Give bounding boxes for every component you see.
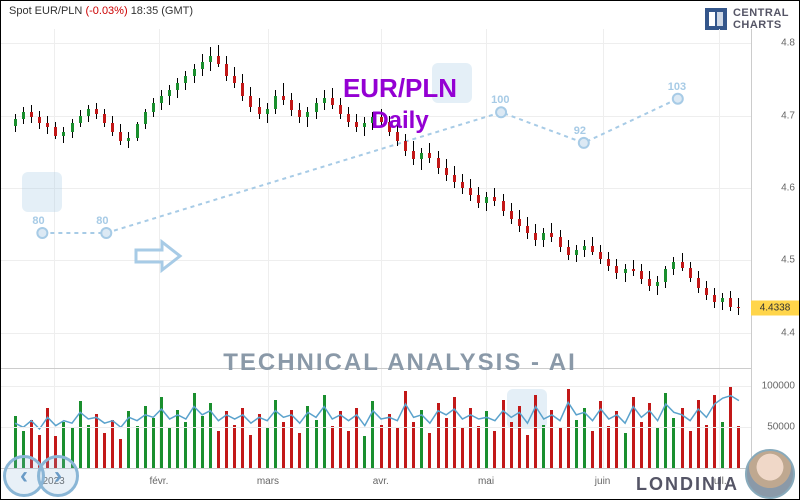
- last-price-badge: 4.4338: [751, 301, 799, 316]
- watermark-number: 92: [574, 125, 586, 137]
- watermark-number: 80: [96, 215, 108, 227]
- logo-icon: [705, 8, 727, 30]
- watermark-number: 100: [491, 94, 509, 106]
- londinia-label: LONDINIA: [636, 474, 739, 495]
- timestamp: 18:35 (GMT): [131, 5, 193, 17]
- volume-pane[interactable]: [1, 369, 751, 469]
- avatar-icon[interactable]: [745, 449, 795, 499]
- chart-area: 808010092103 2023févr.marsavr.maijuinjui…: [1, 29, 799, 499]
- watermark-number: 80: [32, 215, 44, 227]
- chart-header: Spot EUR/PLN (-0.03%) 18:35 (GMT): [9, 5, 193, 17]
- watermark-number: 103: [668, 81, 686, 93]
- watermark-arrow-icon: [134, 236, 184, 276]
- chart-title-timeframe: Daily: [371, 107, 428, 135]
- instrument-name: Spot EUR/PLN: [9, 5, 82, 17]
- watermark-panel-icon: [22, 172, 62, 212]
- chart-title-pair: EUR/PLN: [343, 73, 457, 104]
- price-axis: 4.44.54.64.74.84.4338: [751, 29, 799, 369]
- pct-change: (-0.03%): [85, 5, 127, 17]
- brand-logo[interactable]: CENTRALCHARTS: [705, 7, 789, 31]
- logo-text: CENTRALCHARTS: [733, 7, 789, 31]
- ta-watermark: TECHNICAL ANALYSIS - AI: [223, 349, 577, 377]
- nav-next-button[interactable]: ›: [37, 455, 79, 497]
